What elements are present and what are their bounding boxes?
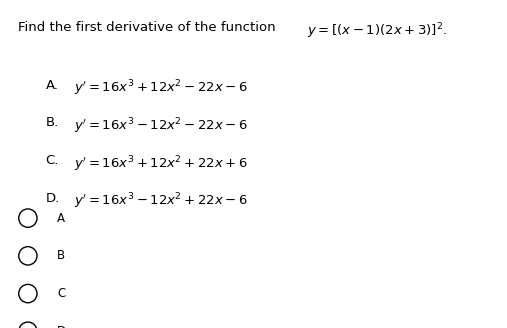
Text: $y' = 16x^3 - 12x^2 - 22x - 6$: $y' = 16x^3 - 12x^2 - 22x - 6$ bbox=[74, 116, 247, 136]
Text: D.: D. bbox=[46, 192, 60, 205]
Text: $y' = 16x^3 - 12x^2 + 22x - 6$: $y' = 16x^3 - 12x^2 + 22x - 6$ bbox=[74, 192, 247, 212]
Text: A: A bbox=[57, 212, 65, 225]
Text: $y = [(x - 1)(2x + 3)]^2$.: $y = [(x - 1)(2x + 3)]^2$. bbox=[307, 21, 447, 41]
Text: C.: C. bbox=[46, 154, 59, 167]
Text: $y' = 16x^3 + 12x^2 - 22x - 6$: $y' = 16x^3 + 12x^2 - 22x - 6$ bbox=[74, 79, 247, 98]
Text: C: C bbox=[57, 287, 65, 300]
Text: $y' = 16x^3 + 12x^2 + 22x + 6$: $y' = 16x^3 + 12x^2 + 22x + 6$ bbox=[74, 154, 247, 174]
Text: B.: B. bbox=[46, 116, 59, 130]
Text: A.: A. bbox=[46, 79, 59, 92]
Text: Find the first derivative of the function: Find the first derivative of the functio… bbox=[18, 21, 280, 34]
Text: D: D bbox=[57, 325, 66, 328]
Text: B: B bbox=[57, 249, 65, 262]
